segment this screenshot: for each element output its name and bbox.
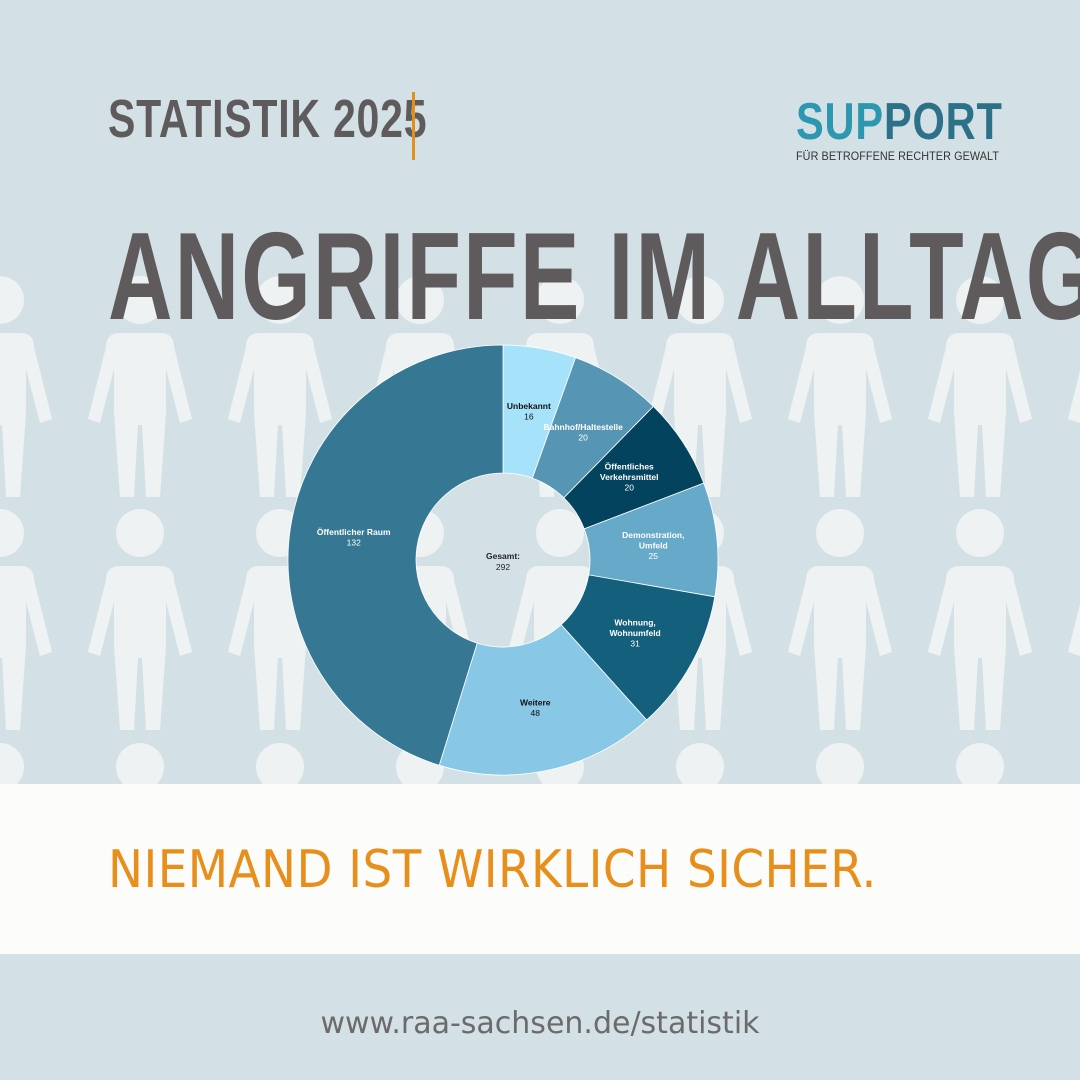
person-silhouette-icon bbox=[88, 509, 192, 730]
logo-word-part1: SUP bbox=[796, 93, 884, 151]
website-url: www.raa-sachsen.de/statistik bbox=[320, 1006, 760, 1041]
donut-slice bbox=[287, 344, 504, 766]
slice-value: 25 bbox=[649, 551, 659, 561]
slogan: NIEMAND IST WIRKLICH SICHER. bbox=[108, 840, 877, 900]
slice-value: 20 bbox=[578, 432, 588, 442]
person-silhouette-icon bbox=[676, 743, 724, 790]
logo-wordmark: SUPPORT bbox=[796, 96, 1003, 148]
slice-label: Umfeld bbox=[639, 540, 668, 550]
person-silhouette-icon bbox=[788, 276, 892, 497]
support-logo: SUPPORT FÜR BETROFFENE RECHTER GEWALT bbox=[796, 96, 1002, 166]
slice-value: 48 bbox=[531, 708, 541, 718]
slogan-banner bbox=[0, 784, 1080, 954]
slice-value: 16 bbox=[524, 411, 534, 421]
person-silhouette-icon bbox=[928, 276, 1032, 497]
person-silhouette-icon bbox=[88, 276, 192, 497]
person-silhouette-icon bbox=[788, 509, 892, 730]
person-silhouette-icon bbox=[928, 509, 1032, 730]
person-silhouette-icon bbox=[228, 276, 332, 497]
center-total-value: 292 bbox=[496, 562, 510, 572]
slice-label: Weitere bbox=[520, 697, 551, 707]
donut-slice bbox=[438, 624, 648, 776]
person-silhouette-icon bbox=[0, 509, 52, 730]
slice-value: 20 bbox=[624, 483, 634, 493]
chart-slices bbox=[287, 344, 719, 776]
person-silhouette-icon bbox=[956, 743, 1004, 790]
person-silhouette-icon bbox=[1068, 604, 1080, 656]
person-silhouette-icon bbox=[116, 743, 164, 790]
person-silhouette-icon bbox=[0, 276, 52, 497]
slice-value: 31 bbox=[630, 639, 640, 649]
slice-value: 132 bbox=[347, 538, 361, 548]
person-silhouette-icon bbox=[0, 743, 24, 790]
slice-label: Verkehrsmittel bbox=[600, 472, 659, 482]
person-silhouette-icon bbox=[816, 743, 864, 790]
slice-label: Wohnung, bbox=[614, 618, 655, 628]
logo-word-part2: PORT bbox=[883, 93, 1003, 151]
person-silhouette-icon bbox=[1068, 743, 1080, 790]
slice-label: Öffentlicher Raum bbox=[317, 527, 391, 537]
slice-label: Öffentliches bbox=[605, 462, 654, 472]
slice-label: Bahnhof/Haltestelle bbox=[543, 422, 623, 432]
slice-label: Unbekannt bbox=[507, 401, 551, 411]
chart-labels: Unbekannt16Bahnhof/Haltestelle20Öffentli… bbox=[317, 401, 685, 718]
person-silhouette-icon bbox=[256, 743, 304, 790]
logo-tagline: FÜR BETROFFENE RECHTER GEWALT bbox=[796, 149, 1000, 163]
person-silhouette-icon bbox=[1068, 371, 1080, 423]
center-total-label: Gesamt: bbox=[486, 551, 520, 561]
headline: ANGRIFFE IM ALLTAG bbox=[108, 208, 1080, 346]
donut-chart: Unbekannt16Bahnhof/Haltestelle20Öffentli… bbox=[287, 344, 719, 776]
header-divider bbox=[412, 92, 415, 160]
person-silhouette-icon bbox=[648, 276, 752, 497]
slice-label: Demonstration, bbox=[622, 530, 684, 540]
slice-label: Wohnumfeld bbox=[609, 628, 660, 638]
header-title: STATISTIK 2025 bbox=[108, 89, 428, 149]
